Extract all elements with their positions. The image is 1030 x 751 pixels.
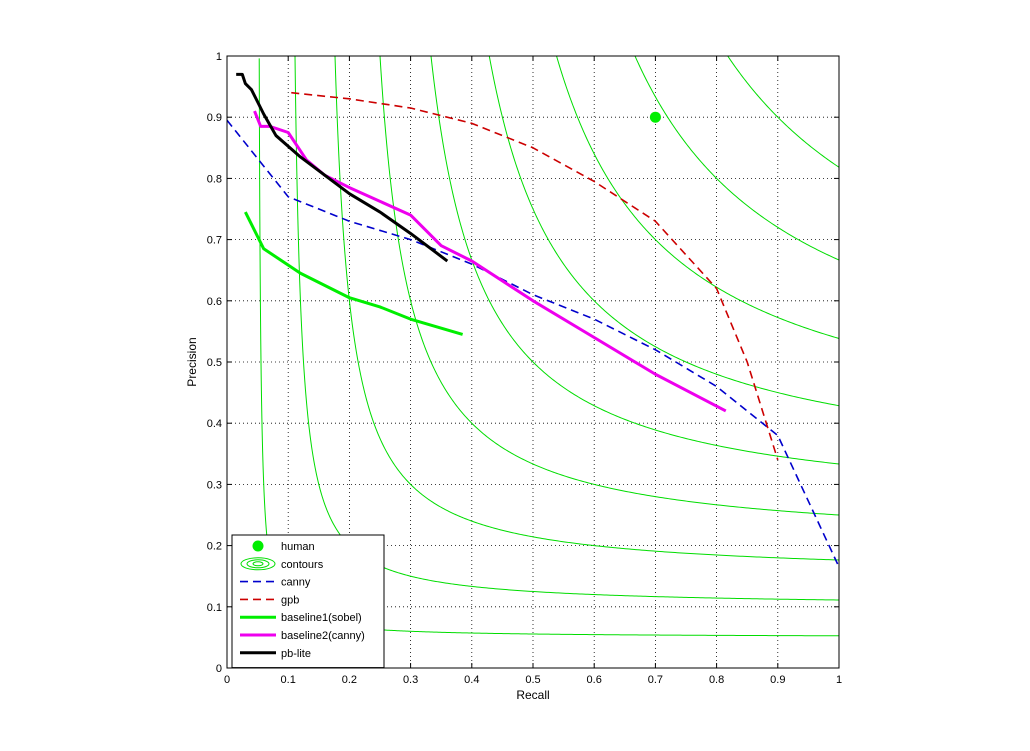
x-tick-label: 0.7: [648, 674, 663, 686]
y-tick-label: 0.9: [207, 112, 222, 124]
x-tick-label: 0.1: [281, 674, 296, 686]
legend-swatch-human: [252, 540, 264, 552]
legend-swatch-contours: [240, 557, 276, 571]
x-tick-label: 0.3: [403, 674, 418, 686]
contour-line: [727, 56, 839, 168]
y-tick-label: 0.5: [207, 357, 222, 369]
series-group: [227, 72, 839, 568]
legend-contour-ring: [246, 559, 270, 569]
contour-line: [488, 56, 839, 407]
y-tick-label: 0.2: [207, 541, 222, 553]
legend-label-human: human: [281, 541, 315, 553]
y-tick-label: 0.3: [207, 479, 222, 491]
legend-contour-ring: [252, 561, 264, 567]
contour-line: [634, 56, 839, 261]
y-tick-label: 0.8: [207, 173, 222, 185]
legend-label-contours: contours: [281, 559, 324, 571]
y-tick-label: 0.6: [207, 296, 222, 308]
x-tick-label: 0.6: [587, 674, 602, 686]
series-line-gpb: [291, 91, 779, 461]
human-marker: [649, 111, 661, 123]
x-tick-label: 0.4: [464, 674, 479, 686]
x-tick-label: 0.9: [770, 674, 785, 686]
legend-label-gpb: gpb: [281, 594, 299, 606]
legend-label-baseline1-sobel-: baseline1(sobel): [281, 612, 362, 624]
legend-label-pb-lite: pb-lite: [281, 648, 311, 660]
legend-label-canny: canny: [281, 577, 311, 589]
legend-label-baseline2-canny-: baseline2(canny): [281, 630, 365, 642]
legend: human contours canny gpb baseline1(sobel) bas…: [231, 534, 385, 669]
axis-ticks: 0 0.1 0.2 0.3 0.4 0.5 0.6 0.7 0.8 0.9 1 0 0.1 0.2 0.3 0…: [207, 51, 842, 686]
x-tick-label: 0.5: [525, 674, 540, 686]
series-line-baseline1-sobel-: [244, 211, 464, 336]
x-tick-label: 0.8: [709, 674, 724, 686]
y-tick-label: 1: [216, 51, 222, 63]
y-tick-label: 0.4: [207, 418, 222, 430]
y-axis-label: Precision: [185, 337, 199, 386]
contour-line: [334, 56, 839, 561]
x-tick-label: 0.2: [342, 674, 357, 686]
contour-line: [556, 56, 839, 339]
series-line-pb-lite: [236, 72, 449, 263]
x-axis-label: Recall: [516, 688, 549, 702]
y-tick-label: 0.7: [207, 235, 222, 247]
contour-line: [294, 56, 839, 601]
y-tick-label: 0: [216, 663, 222, 675]
x-tick-label: 0: [224, 674, 230, 686]
legend-contour-ring: [240, 557, 276, 571]
contour-line: [430, 56, 839, 465]
legend-box: [231, 534, 385, 669]
y-tick-label: 0.1: [207, 602, 222, 614]
x-tick-label: 1: [836, 674, 842, 686]
